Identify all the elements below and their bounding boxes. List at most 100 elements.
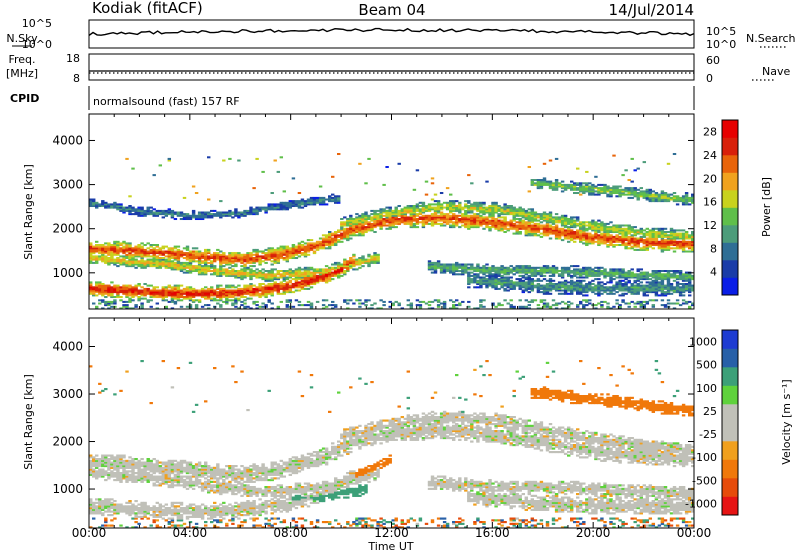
power-cell [370,304,374,307]
power-cell [101,283,105,286]
power-cell [155,244,160,247]
power-cell [155,266,160,269]
power-cell [282,284,287,287]
power-cell [137,213,141,216]
power-cell [140,302,144,305]
power-cell [600,284,604,287]
power-cell [324,242,329,245]
power-cell [627,196,631,199]
power-cell [231,304,235,307]
power-cell [609,273,613,276]
power-cell [648,198,653,201]
power-cell [563,307,568,310]
power-cell [669,240,674,243]
power-cell [527,218,532,221]
power-cell [518,209,522,212]
power-cell [352,219,356,222]
power-cell [642,242,647,245]
power-cell [240,273,244,276]
power-cell [636,274,640,277]
power-cell [303,253,308,256]
power-cell [231,294,235,297]
power-cell [464,263,468,266]
power-cell [482,211,486,214]
power-cell [497,219,501,222]
power-cell [627,287,631,290]
power-cell [134,250,138,253]
power-cell [585,244,589,247]
power-cell [409,206,414,209]
power-cell [512,213,516,216]
power-cell [669,283,674,286]
power-cell [219,287,223,290]
power-cell [343,299,347,302]
power-cell [452,307,456,310]
power-cell [403,221,408,224]
power-cell [309,302,314,305]
power-cell [140,292,144,295]
power-cell [397,218,401,221]
power-cell [249,255,253,258]
power-cell [533,179,538,182]
power-cell [591,185,595,188]
power-cell [657,227,662,230]
power-cell [551,227,556,230]
power-cell [603,237,607,240]
power-cell [585,170,589,173]
power-cell [464,224,468,227]
power-cell [370,213,374,216]
power-cell [663,232,668,235]
power-cell [524,229,529,232]
power-cell [285,247,290,250]
power-cell [328,235,332,238]
power-cell [467,201,471,204]
power-cell [98,248,102,251]
power-cell [194,250,199,253]
power-cell [261,302,265,305]
power-cell [654,292,659,295]
power-cell [252,260,256,263]
power-cell [140,213,144,216]
power-cell [282,274,287,277]
power-cell [346,229,350,232]
power-cell [642,292,647,295]
power-cell [113,300,117,303]
power-cell [500,274,504,277]
power-cell [579,276,583,279]
power-cell [530,213,535,216]
power-cell [261,283,265,286]
power-cell [334,274,338,277]
power-cell [185,248,190,251]
power-cell [585,299,589,302]
power-cell [424,218,429,221]
power-cell [439,265,444,268]
power-cell [267,289,271,292]
power-cell [594,226,598,229]
power-cell [349,229,353,232]
power-cell [137,255,141,258]
power-cell [479,211,483,214]
power-cell [288,203,293,206]
power-cell [282,286,287,289]
power-cell [297,274,302,277]
power-cell [343,263,347,266]
power-cell [573,224,577,227]
power-cell [92,286,96,289]
power-cell [545,286,550,289]
power-cell [672,274,677,277]
power-cell [197,250,202,253]
power-cell [660,281,665,284]
power-cell [373,219,377,222]
power-cell [282,273,287,276]
power-cell [606,229,610,232]
power-cell [337,268,341,271]
power-cell [560,274,565,277]
power-cell [255,287,259,290]
power-cell [630,227,634,230]
power-cell [173,263,178,266]
power-cell [273,261,277,264]
power-cell [285,287,290,290]
power-cell [255,273,259,276]
power-cell [582,227,586,230]
